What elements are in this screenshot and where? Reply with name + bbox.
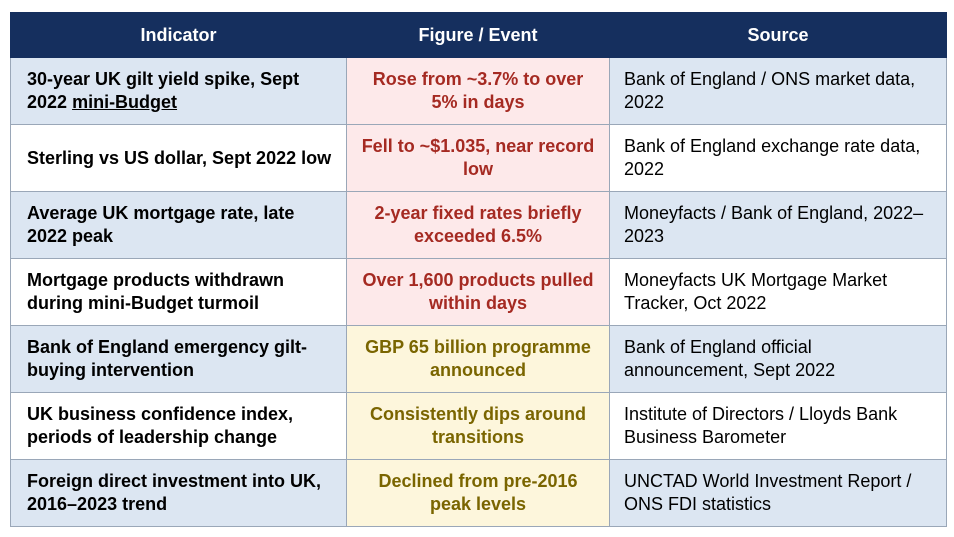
figure-cell: Fell to ~$1.035, near record low (346, 124, 610, 192)
row: Foreign direct investment into UK, 2016–… (10, 459, 947, 527)
indicator-cell: UK business confidence index, periods of… (10, 392, 347, 460)
indicator-cell: 30-year UK gilt yield spike, Sept 2022 m… (10, 57, 347, 125)
header-row: Indicator Figure / Event Source (10, 12, 947, 58)
header-cell: Figure / Event (346, 12, 610, 58)
source-cell: Bank of England official announcement, S… (609, 325, 947, 393)
source-cell: Moneyfacts / Bank of England, 2022–2023 (609, 191, 947, 259)
indicator-cell: Foreign direct investment into UK, 2016–… (10, 459, 347, 527)
figure-cell: Declined from pre-2016 peak levels (346, 459, 610, 527)
indicator-cell: Average UK mortgage rate, late 2022 peak (10, 191, 347, 259)
indicator-link[interactable]: mini-Budget (72, 92, 178, 112)
header-cell: Indicator (10, 12, 347, 58)
row: UK business confidence index, periods of… (10, 392, 947, 460)
indicator-cell: Mortgage products withdrawn during mini-… (10, 258, 347, 326)
row: Bank of England emergency gilt-buying in… (10, 325, 947, 393)
figure-cell: Consistently dips around transitions (346, 392, 610, 460)
figure-cell: 2-year fixed rates briefly exceeded 6.5% (346, 191, 610, 259)
row: Average UK mortgage rate, late 2022 peak… (10, 191, 947, 259)
source-cell: Bank of England / ONS market data, 2022 (609, 57, 947, 125)
source-cell: Moneyfacts UK Mortgage Market Tracker, O… (609, 258, 947, 326)
row: 30-year UK gilt yield spike, Sept 2022 m… (10, 57, 947, 125)
data-table: Indicator Figure / Event Source 30-year … (10, 12, 947, 527)
source-cell: UNCTAD World Investment Report / ONS FDI… (609, 459, 947, 527)
figure-cell: Rose from ~3.7% to over 5% in days (346, 57, 610, 125)
figure-cell: GBP 65 billion programme announced (346, 325, 610, 393)
figure-cell: Over 1,600 products pulled within days (346, 258, 610, 326)
indicator-cell: Bank of England emergency gilt-buying in… (10, 325, 347, 393)
source-cell: Bank of England exchange rate data, 2022 (609, 124, 947, 192)
indicator-cell: Sterling vs US dollar, Sept 2022 low (10, 124, 347, 192)
indicator-text: 30-year UK gilt yield spike, Sept 2022 (27, 69, 300, 112)
header-cell: Source (609, 12, 947, 58)
row: Mortgage products withdrawn during mini-… (10, 258, 947, 326)
row: Sterling vs US dollar, Sept 2022 low Fel… (10, 124, 947, 192)
source-cell: Institute of Directors / Lloyds Bank Bus… (609, 392, 947, 460)
